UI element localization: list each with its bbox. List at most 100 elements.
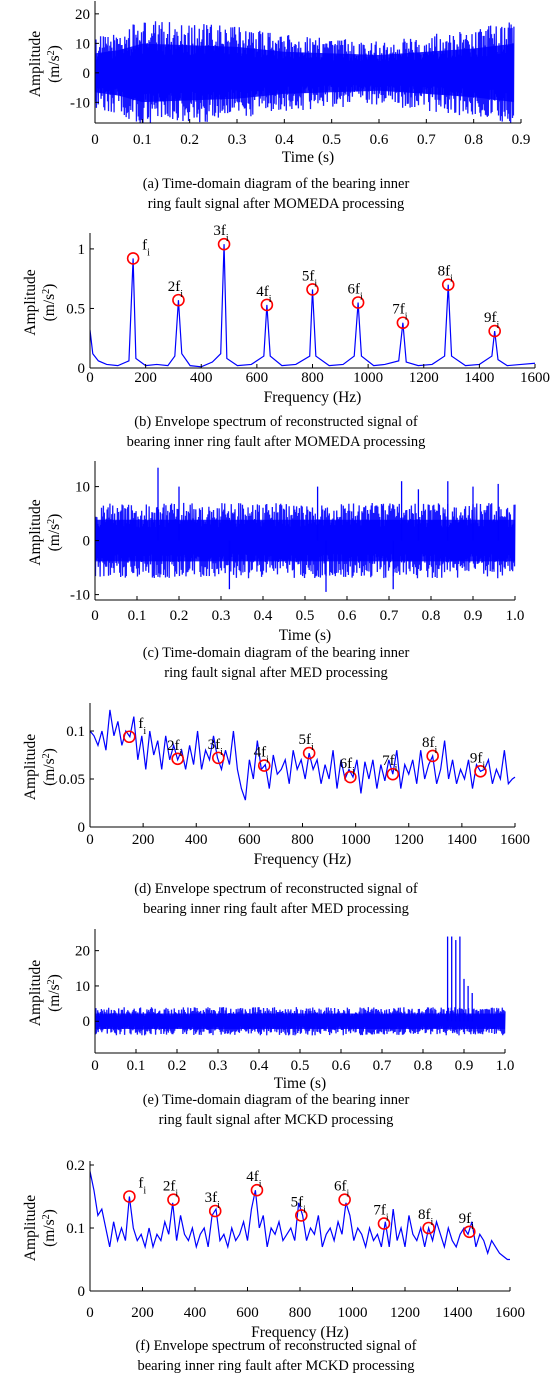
x-tick-label: 0.6 — [370, 132, 389, 148]
x-tick-label: 0 — [86, 1305, 94, 1321]
y-tick-label: -10 — [70, 588, 90, 604]
caption-c-line-1: (c) Time-domain diagram of the bearing i… — [142, 645, 410, 661]
x-tick-label: 0.2 — [168, 1058, 187, 1074]
x-tick-label: 0 — [91, 1058, 99, 1074]
x-tick-label: 1400 — [447, 832, 477, 848]
x-tick-label: 800 — [301, 370, 324, 386]
caption-a-line-2: ring fault signal after MOMEDA processin… — [147, 196, 405, 212]
x-tick-label: 0.8 — [414, 1058, 433, 1074]
x-tick-label: 1000 — [341, 832, 371, 848]
panel-b: 0 200 400 600 800 1000 1200 1400 1600 0 0.5 1 Freque… — [0, 222, 552, 460]
y-tick-label: 20 — [75, 944, 90, 960]
x-tick-label: 0.9 — [464, 608, 483, 624]
y-tick-label: 0.1 — [66, 724, 85, 740]
peak-marker — [338, 1193, 351, 1206]
peak-label: 8fi — [418, 1207, 434, 1228]
peak-label: 6fi — [347, 282, 363, 303]
x-tick-label: 0 — [86, 832, 94, 848]
x-tick-label: 0.2 — [180, 132, 199, 148]
peak-marker — [211, 751, 225, 765]
peak-marker — [257, 759, 271, 772]
chart-c: 0 0.1 0.2 0.3 0.4 0.5 0.6 0.7 0.8 0.9 1.0-10010Tim… — [27, 461, 524, 644]
panel-f: 0 200 400 600 800 1000 1200 1400 1600 0 0.1 0.2 Freq… — [0, 1140, 552, 1385]
peak-label: 3fi — [205, 1190, 221, 1211]
y-tick-label: 0.05 — [59, 772, 85, 788]
y-tick-label: 10 — [75, 979, 90, 995]
spectrum-line — [90, 1171, 510, 1261]
caption-c-line-2: ring fault signal after MED processing — [164, 665, 388, 681]
peak-label: 3fi — [213, 223, 229, 244]
x-tick-label: 200 — [131, 1305, 154, 1321]
x-tick-label: 0.6 — [332, 1058, 351, 1074]
plot-area — [90, 709, 516, 801]
x-tick-label: 800 — [289, 1305, 312, 1321]
y-axis-label: Amplitude — [27, 499, 44, 565]
peak-marker — [167, 1193, 180, 1206]
x-tick-label: 1200 — [390, 1305, 420, 1321]
peak-label: 7fi — [392, 302, 408, 323]
x-tick-label: 1.0 — [496, 1058, 515, 1074]
peak-label: 4fi — [246, 1169, 262, 1190]
x-tick-label: 0.9 — [512, 132, 531, 148]
x-tick-label: 600 — [238, 832, 261, 848]
panel-d: 0 200 400 600 800 1000 1200 1400 1600 0 0.05 0.1 Fre… — [0, 694, 552, 928]
peak-label: 8fi — [422, 735, 438, 756]
spectrum-line — [90, 709, 516, 801]
plot-area — [90, 244, 536, 368]
y-tick-label: 20 — [75, 7, 90, 23]
y-axis-label: Amplitude — [27, 960, 44, 1026]
peak-marker — [302, 746, 316, 760]
x-tick-label: 0.7 — [373, 1058, 392, 1074]
peak-label: 5fi — [291, 1194, 307, 1215]
axes: 0 0.1 0.2 0.3 0.4 0.5 0.6 0.7 0.8 0.9 1.0 0 10 20 — [75, 929, 514, 1074]
peak-label: 8fi — [438, 264, 454, 285]
x-tick-label: 1.0 — [506, 608, 525, 624]
y-axis-unit: (m/s2) — [46, 45, 64, 83]
panel-a: 0 0.1 0.2 0.3 0.4 0.5 0.6 0.7 0.8 0.9 -10 0 10 20 Time… — [0, 0, 552, 222]
x-tick-label: 1600 — [495, 1305, 525, 1321]
peak-marker — [488, 324, 501, 338]
caption-b: (b) Envelope spectrum of reconstructed s… — [0, 412, 552, 452]
caption-d: (d) Envelope spectrum of reconstructed s… — [0, 879, 552, 919]
x-tick-label: 600 — [246, 370, 269, 386]
peak-label: 4fi — [254, 745, 270, 766]
x-tick-label: 0 — [86, 370, 94, 386]
x-tick-label: 1000 — [338, 1305, 368, 1321]
peak-marker — [377, 1217, 391, 1230]
x-axis-label: Frequency (Hz) — [254, 851, 352, 868]
chart-d: 0 200 400 600 800 1000 1200 1400 1600 0 0.05 0.1 Fre… — [22, 703, 530, 868]
peak-label: 5fi — [299, 732, 315, 753]
caption-b-line-2: bearing inner ring fault after MOMEDA pr… — [126, 434, 426, 450]
peak-label: 2fi — [163, 1179, 179, 1200]
peak-label: 9fi — [484, 310, 500, 331]
y-tick-label: 0 — [83, 66, 91, 82]
y-axis-label: Amplitude — [22, 269, 39, 335]
x-tick-label: 1200 — [409, 370, 439, 386]
y-tick-label: 0.5 — [66, 301, 85, 317]
panel-e: 0 0.1 0.2 0.3 0.4 0.5 0.6 0.7 0.8 0.9 1.0 0 10 20 Time… — [0, 928, 552, 1140]
chart-a: 0 0.1 0.2 0.3 0.4 0.5 0.6 0.7 0.8 0.9 -10 0 10 20 Time… — [27, 1, 531, 166]
panel-c: 0 0.1 0.2 0.3 0.4 0.5 0.6 0.7 0.8 0.9 1.0 -10 0 10 Tim… — [0, 460, 552, 694]
x-axis-label: Frequency (Hz) — [251, 1324, 349, 1341]
peak-marker — [463, 1225, 476, 1239]
spectrum-line — [90, 244, 536, 368]
peak-label: fi — [142, 237, 150, 258]
plot-area — [95, 936, 506, 1036]
caption-e-line-2: ring fault signal after MCKD processing — [158, 1112, 394, 1128]
peak-marker — [426, 749, 439, 763]
peak-label: 3fi — [208, 737, 224, 758]
x-tick-label: 0.1 — [127, 1058, 146, 1074]
x-tick-label: 0.4 — [254, 608, 273, 624]
y-axis-unit: (m/s2) — [41, 748, 59, 786]
y-tick-label: 0 — [83, 534, 91, 550]
x-tick-label: 1400 — [443, 1305, 473, 1321]
chart-e: 0 0.1 0.2 0.3 0.4 0.5 0.6 0.7 0.8 0.9 1.0 0 10 20 Time… — [27, 929, 514, 1092]
peak-label: 7fi — [382, 753, 398, 774]
x-tick-label: 0.5 — [291, 1058, 310, 1074]
x-tick-label: 1600 — [500, 832, 530, 848]
x-tick-label: 400 — [190, 370, 213, 386]
y-axis-unit: (m/s2) — [41, 1209, 59, 1247]
x-tick-label: 0.2 — [170, 608, 189, 624]
